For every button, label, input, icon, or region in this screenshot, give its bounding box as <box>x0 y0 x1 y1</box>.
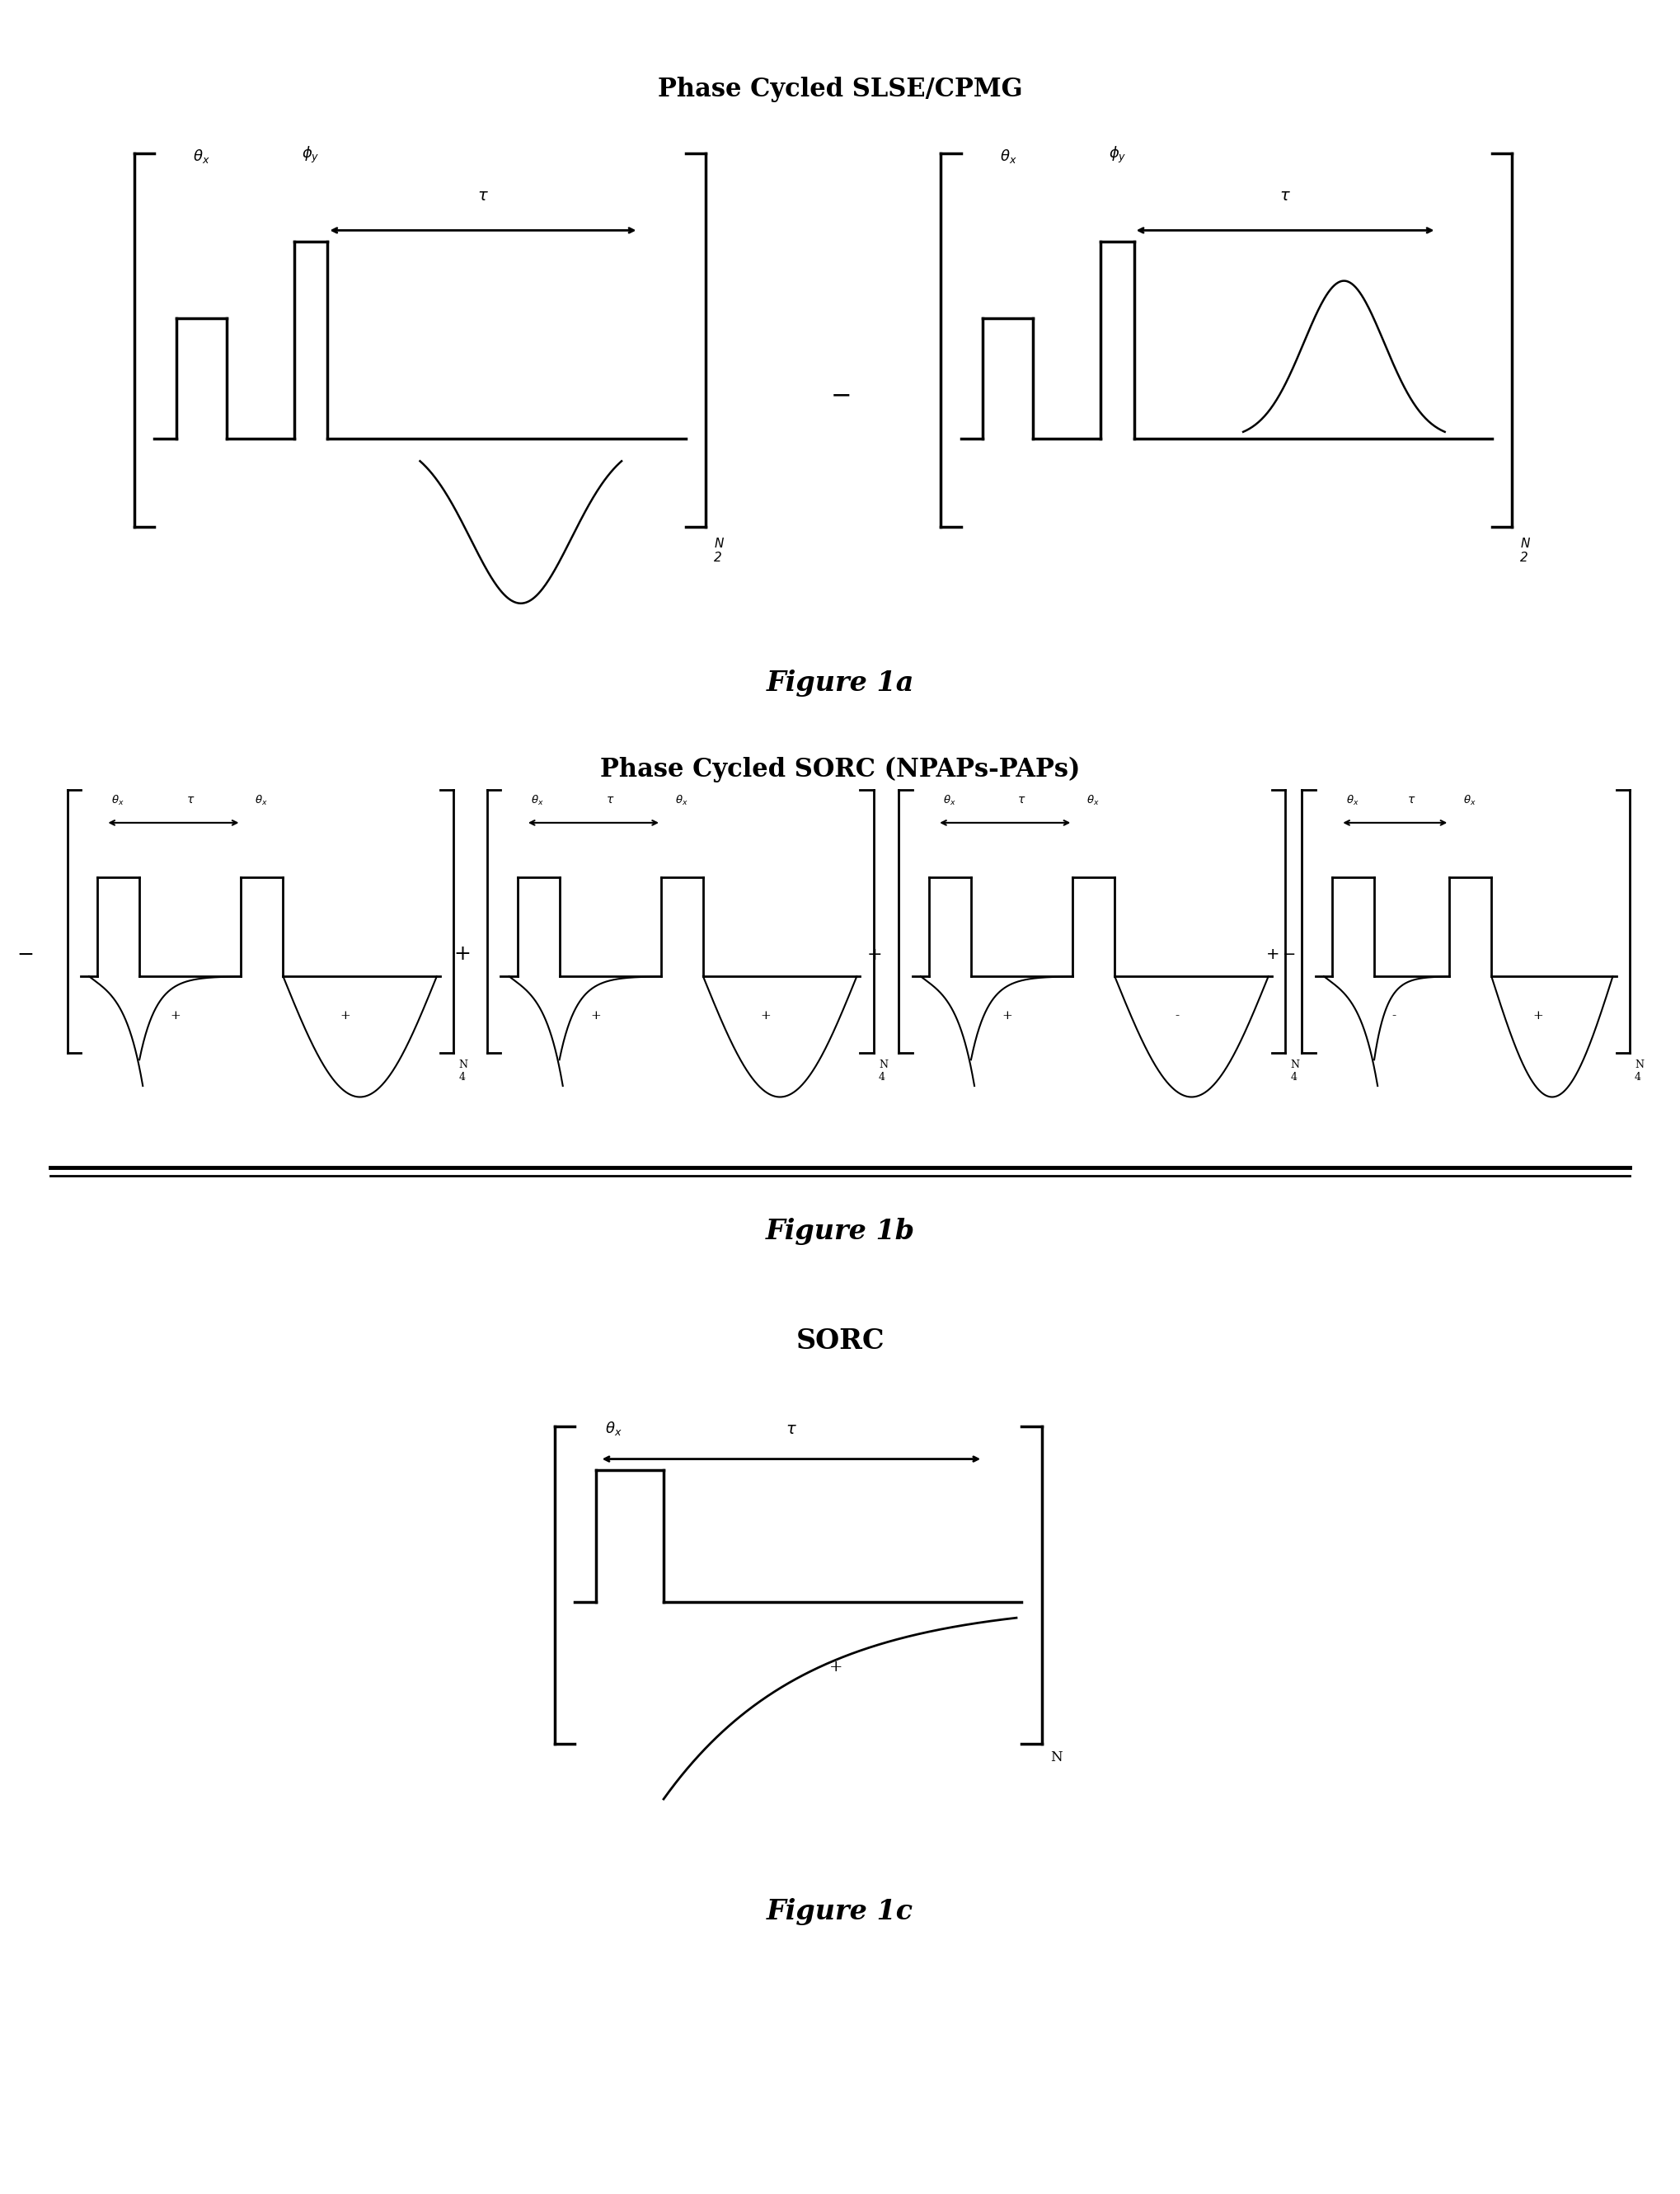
Text: $\tau$: $\tau$ <box>1408 794 1416 805</box>
Text: $\tau$: $\tau$ <box>606 794 615 805</box>
Text: $\tau$: $\tau$ <box>477 189 489 204</box>
Text: $-$: $-$ <box>830 382 850 408</box>
Text: N
2: N 2 <box>714 538 724 564</box>
Text: $\theta_x$: $\theta_x$ <box>942 794 956 807</box>
Text: N
4: N 4 <box>879 1060 887 1084</box>
Text: $\theta_x$: $\theta_x$ <box>1087 794 1099 807</box>
Text: +: + <box>1532 1009 1544 1022</box>
Text: Phase Cycled SORC (NPAPs-PAPs): Phase Cycled SORC (NPAPs-PAPs) <box>600 757 1080 783</box>
Text: N
4: N 4 <box>459 1060 467 1084</box>
Text: Figure 1b: Figure 1b <box>766 1218 914 1244</box>
Text: N: N <box>1050 1751 1062 1764</box>
Text: Figure 1c: Figure 1c <box>766 1898 914 1924</box>
Text: $\theta_x$: $\theta_x$ <box>111 794 124 807</box>
Text: $\tau$: $\tau$ <box>1018 794 1026 805</box>
Text: SORC: SORC <box>796 1327 884 1354</box>
Text: $\phi_y$: $\phi_y$ <box>302 145 319 165</box>
Text: -: - <box>1391 1009 1396 1022</box>
Text: $\theta_x$: $\theta_x$ <box>531 794 544 807</box>
Text: +: + <box>1001 1009 1013 1022</box>
Text: $\theta_x$: $\theta_x$ <box>255 794 267 807</box>
Text: +: + <box>590 1009 601 1022</box>
Text: $\theta_x$: $\theta_x$ <box>1346 794 1359 807</box>
Text: N
4: N 4 <box>1635 1060 1643 1084</box>
Text: N
2: N 2 <box>1520 538 1530 564</box>
Text: $+$: $+$ <box>867 946 880 963</box>
Text: $\theta_x$: $\theta_x$ <box>675 794 687 807</box>
Text: +: + <box>170 1009 181 1022</box>
Text: +: + <box>339 1009 351 1022</box>
Text: $\phi_y$: $\phi_y$ <box>1109 145 1126 165</box>
Text: $\tau$: $\tau$ <box>786 1422 796 1437</box>
Text: $\theta_x$: $\theta_x$ <box>193 147 210 165</box>
Text: $-$: $-$ <box>17 946 34 963</box>
Text: Figure 1a: Figure 1a <box>766 669 914 695</box>
Text: +: + <box>759 1009 771 1022</box>
Text: $\theta_x$: $\theta_x$ <box>1463 794 1477 807</box>
Text: Phase Cycled SLSE/CPMG: Phase Cycled SLSE/CPMG <box>657 77 1023 103</box>
Text: N
4: N 4 <box>1290 1060 1299 1084</box>
Text: $\theta_x$: $\theta_x$ <box>605 1420 622 1437</box>
Text: $\tau$: $\tau$ <box>186 794 195 805</box>
Text: $+-$: $+-$ <box>1265 948 1295 961</box>
Text: $+$: $+$ <box>454 946 470 963</box>
Text: +: + <box>828 1661 843 1674</box>
Text: -: - <box>1174 1009 1179 1022</box>
Text: $\tau$: $\tau$ <box>1280 189 1290 204</box>
Text: $\theta_x$: $\theta_x$ <box>1000 147 1016 165</box>
